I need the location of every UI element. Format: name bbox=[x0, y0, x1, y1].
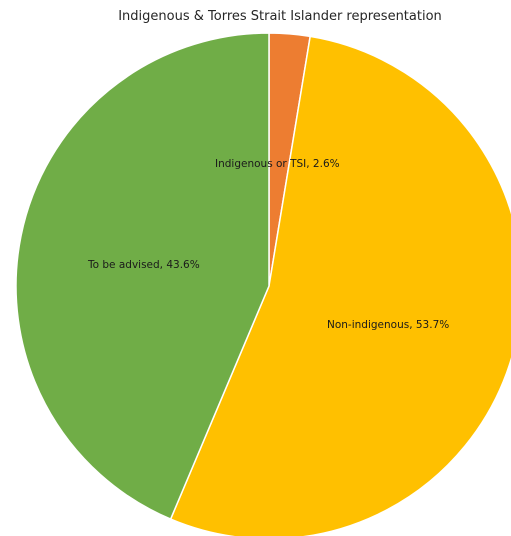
data-label-indigenous-or-tsi: Indigenous or TSI, 2.6% bbox=[215, 158, 340, 170]
pie-slice-non-indigenous bbox=[169, 35, 511, 536]
data-label-to-be-advised: To be advised, 43.6% bbox=[87, 259, 200, 271]
pie-slice-to-be-advised bbox=[15, 32, 270, 521]
chart-title: Indigenous & Torres Strait Islander repr… bbox=[118, 9, 442, 24]
data-label-non-indigenous: Non-indigenous, 53.7% bbox=[327, 319, 449, 331]
